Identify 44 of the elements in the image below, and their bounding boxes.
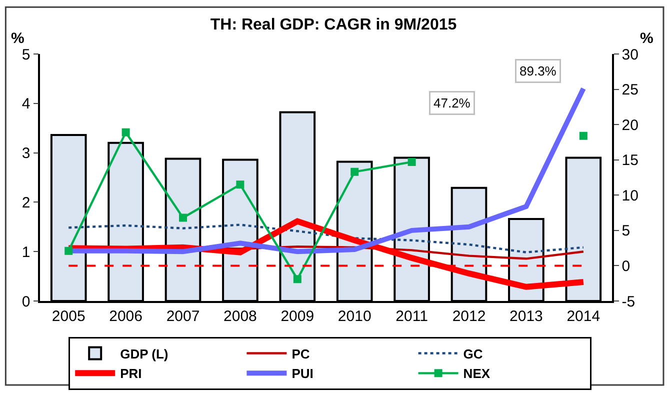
y2-tick-label: 15 [622,152,638,170]
y2-axis-title: % [640,30,654,47]
chart-title: TH: Real GDP: CAGR in 9M/2015 [210,16,457,34]
point [350,168,359,176]
y2-tick-label: 10 [622,187,638,204]
x-tick-label: 2007 [166,308,200,325]
y2-tick-label: 5 [622,222,630,240]
point [122,128,130,136]
x-tick-label: 2006 [109,308,142,325]
legend-label: GDP (L) [120,346,168,362]
legend-label: GC [463,346,484,362]
y-axis-title: % [11,30,24,47]
y-tick-label: 4 [22,96,30,113]
x-tick-label: 2005 [52,308,86,325]
y-tick-label: 2 [22,194,30,212]
x-tick-label: 2013 [510,308,543,325]
y2-tick-label: 20 [622,116,638,134]
y-tick-label: 3 [22,145,30,162]
x-tick-label: 2012 [452,308,486,325]
point [236,180,244,189]
legend-label: NEX [463,366,490,382]
x-tick-label: 2008 [224,308,257,325]
x-tick-label: 2010 [338,308,372,325]
annotation: 47.2% [434,96,471,110]
point [64,246,73,255]
x-tick-label: 2009 [280,308,314,325]
point [179,214,187,222]
point [293,275,302,284]
point [408,158,416,166]
y2-tick-label: 30 [622,46,638,64]
y-tick-label: 0 [22,293,30,310]
line-series [68,224,584,254]
y2-tick-label: 25 [622,82,638,99]
y2-tick-label: 0 [622,258,630,275]
y-tick-label: 5 [22,46,30,64]
annotation: 89.3% [520,64,557,78]
point [579,132,588,140]
y-tick-label: 1 [22,244,30,261]
x-tick-label: 2014 [566,308,600,325]
legend-label: PUI [292,366,314,382]
y2-tick-label: -5 [622,293,636,310]
legend-label: PRI [120,366,142,382]
x-tick-label: 2011 [396,308,428,325]
legend-label: PC [292,346,310,362]
